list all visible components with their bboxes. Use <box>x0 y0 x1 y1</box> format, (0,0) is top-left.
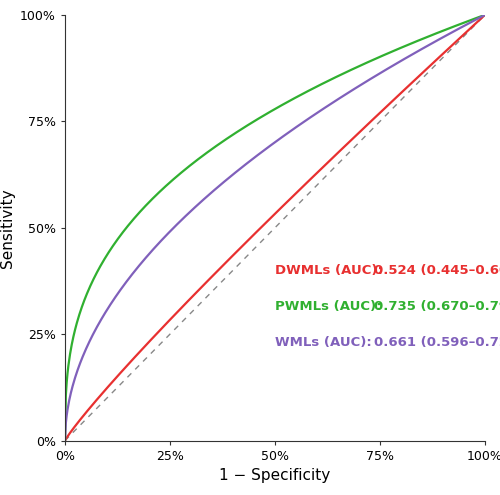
Text: PWMLs (AUC):: PWMLs (AUC): <box>275 300 382 313</box>
Text: 0.661 (0.596–0.726): 0.661 (0.596–0.726) <box>374 336 500 349</box>
Y-axis label: Sensitivity: Sensitivity <box>0 188 14 267</box>
Text: WMLs (AUC):: WMLs (AUC): <box>275 336 372 349</box>
Text: DWMLs (AUC):: DWMLs (AUC): <box>275 264 383 277</box>
Text: 0.735 (0.670–0.799): 0.735 (0.670–0.799) <box>374 300 500 313</box>
X-axis label: 1 − Specificity: 1 − Specificity <box>220 468 330 483</box>
Text: 0.524 (0.445–0.603): 0.524 (0.445–0.603) <box>374 264 500 277</box>
